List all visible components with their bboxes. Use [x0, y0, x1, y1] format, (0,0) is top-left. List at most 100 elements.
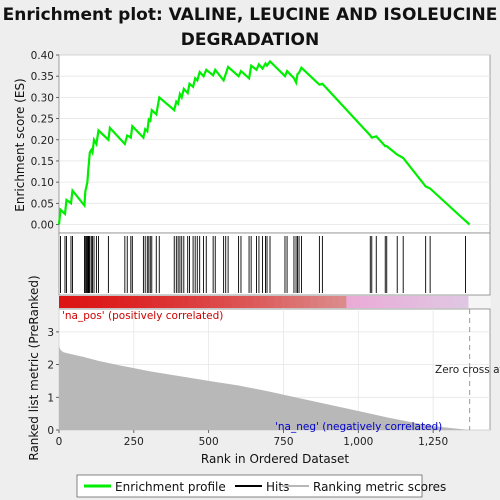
color-bar-segment — [267, 296, 276, 308]
color-bar-segment — [102, 296, 110, 308]
color-bar-segment — [152, 296, 161, 308]
color-bar-segment — [475, 296, 484, 308]
metric-y-tick-label: 0 — [47, 425, 54, 437]
es-gridlines — [59, 54, 490, 225]
es-tick-label: 0.20 — [31, 135, 54, 147]
es-tick-label: 0.10 — [31, 177, 54, 189]
color-bar-segment — [317, 296, 326, 308]
metric-x-tick-label: 0 — [56, 436, 63, 448]
color-bar-segment — [87, 296, 96, 308]
color-bar-segment — [195, 296, 204, 308]
chart-title-line1: Enrichment plot: VALINE, LEUCINE AND ISO… — [3, 5, 498, 25]
color-bar-segment — [360, 296, 369, 308]
color-bar-segment — [231, 296, 240, 308]
es-tick-label: 0.15 — [31, 156, 54, 168]
color-bar-segment — [188, 296, 197, 308]
color-bar-segment — [324, 296, 333, 308]
color-bar-segment — [432, 296, 441, 308]
es-tick-label: 0.05 — [31, 198, 54, 210]
color-bar-segment — [382, 296, 391, 308]
legend-enrichment-label: Enrichment profile — [115, 480, 226, 494]
color-bar-segment — [288, 296, 297, 308]
chart-title-line2: DEGRADATION — [181, 30, 319, 50]
color-bar-segment — [446, 296, 455, 308]
color-bar-segment — [130, 296, 139, 308]
color-bar-segment — [303, 296, 312, 308]
zero-cross-label: Zero cross at 1372 — [435, 364, 500, 376]
metric-x-tick-label: 250 — [124, 436, 144, 448]
color-bar-segment — [281, 296, 290, 308]
color-bar-segment — [73, 296, 82, 308]
es-y-axis-label: Enrichment score (ES) — [13, 78, 27, 211]
color-bar-segment — [80, 296, 89, 308]
metric-x-tick-label: 1,000 — [343, 436, 373, 448]
ranking-metric-area — [59, 346, 470, 430]
es-tick-label: 0.00 — [31, 220, 54, 232]
color-bar-segment — [252, 296, 261, 308]
color-bar-segment — [418, 296, 426, 308]
color-bar-segment — [396, 296, 405, 308]
metric-y-ticks: 0 1 2 3 — [47, 327, 59, 437]
es-tick-label: 0.25 — [31, 114, 54, 126]
color-bar-segment — [468, 296, 477, 308]
color-bar-segment — [274, 296, 283, 308]
color-bar-segment — [138, 296, 146, 308]
color-bar-segment — [94, 296, 103, 308]
color-bar-segment — [296, 296, 304, 308]
color-bar-segment — [181, 296, 189, 308]
color-bar-segment — [375, 296, 383, 308]
color-bar-segment — [217, 296, 225, 308]
metric-y-axis-label: Ranked list metric (PreRanked) — [27, 275, 41, 460]
color-bar-segment — [346, 296, 355, 308]
es-tick-label: 0.30 — [31, 92, 54, 104]
metric-y-tick-label: 1 — [47, 392, 54, 404]
color-bar-segment — [482, 296, 491, 308]
metric-y-tick-label: 3 — [47, 327, 54, 339]
color-bar-segment — [209, 296, 218, 308]
legend: Enrichment profile Hits Ranking metric s… — [76, 474, 446, 498]
legend-metric-label: Ranking metric scores — [313, 480, 446, 494]
metric-x-axis-label: Rank in Ordered Dataset — [201, 452, 349, 466]
color-bar-segment — [245, 296, 254, 308]
color-bar-segment — [367, 296, 376, 308]
color-bar-segment — [159, 296, 168, 308]
metric-x-tick-label: 750 — [273, 436, 293, 448]
color-bar-segment — [238, 296, 247, 308]
color-bar-segment — [439, 296, 448, 308]
color-bar-segment — [224, 296, 232, 308]
legend-hits-label: Hits — [266, 480, 289, 494]
color-bar-segment — [109, 296, 118, 308]
hits-marks — [60, 236, 466, 293]
color-bar-segment — [202, 296, 211, 308]
rank-color-bar — [59, 296, 491, 308]
color-bar-segment — [454, 296, 462, 308]
color-bar-segment — [173, 296, 182, 308]
color-bar-segment — [166, 296, 175, 308]
enrichment-profile-line — [57, 59, 471, 226]
positively-correlated-label: 'na_pos' (positively correlated) — [62, 310, 223, 322]
color-bar-segment — [353, 296, 362, 308]
color-bar-segment — [59, 296, 67, 308]
color-bar-segment — [461, 296, 470, 308]
negatively-correlated-label: 'na_neg' (negatively correlated) — [275, 421, 442, 433]
color-bar-segment — [410, 296, 419, 308]
color-bar-segment — [425, 296, 434, 308]
color-bar-segment — [116, 296, 125, 308]
color-bar-segment — [310, 296, 319, 308]
metric-x-tick-label: 1,250 — [418, 436, 448, 448]
color-bar-segment — [66, 296, 74, 308]
metric-x-ticks: 0 250 500 750 1,000 1,250 — [56, 430, 448, 448]
metric-x-tick-label: 500 — [199, 436, 219, 448]
color-bar-segment — [403, 296, 412, 308]
color-bar-segment — [339, 296, 347, 308]
metric-y-tick-label: 2 — [47, 360, 54, 372]
es-tick-label: 0.35 — [31, 71, 54, 83]
color-bar-segment — [260, 296, 268, 308]
color-bar-segment — [123, 296, 132, 308]
color-bar-segment — [389, 296, 398, 308]
es-tick-label: 0.40 — [31, 50, 54, 62]
es-y-ticks: 0.00 0.05 0.10 0.15 0.20 0.25 0.30 0.35 0.40 — [31, 50, 59, 232]
color-bar-segment — [331, 296, 340, 308]
color-bar-segment — [145, 296, 153, 308]
